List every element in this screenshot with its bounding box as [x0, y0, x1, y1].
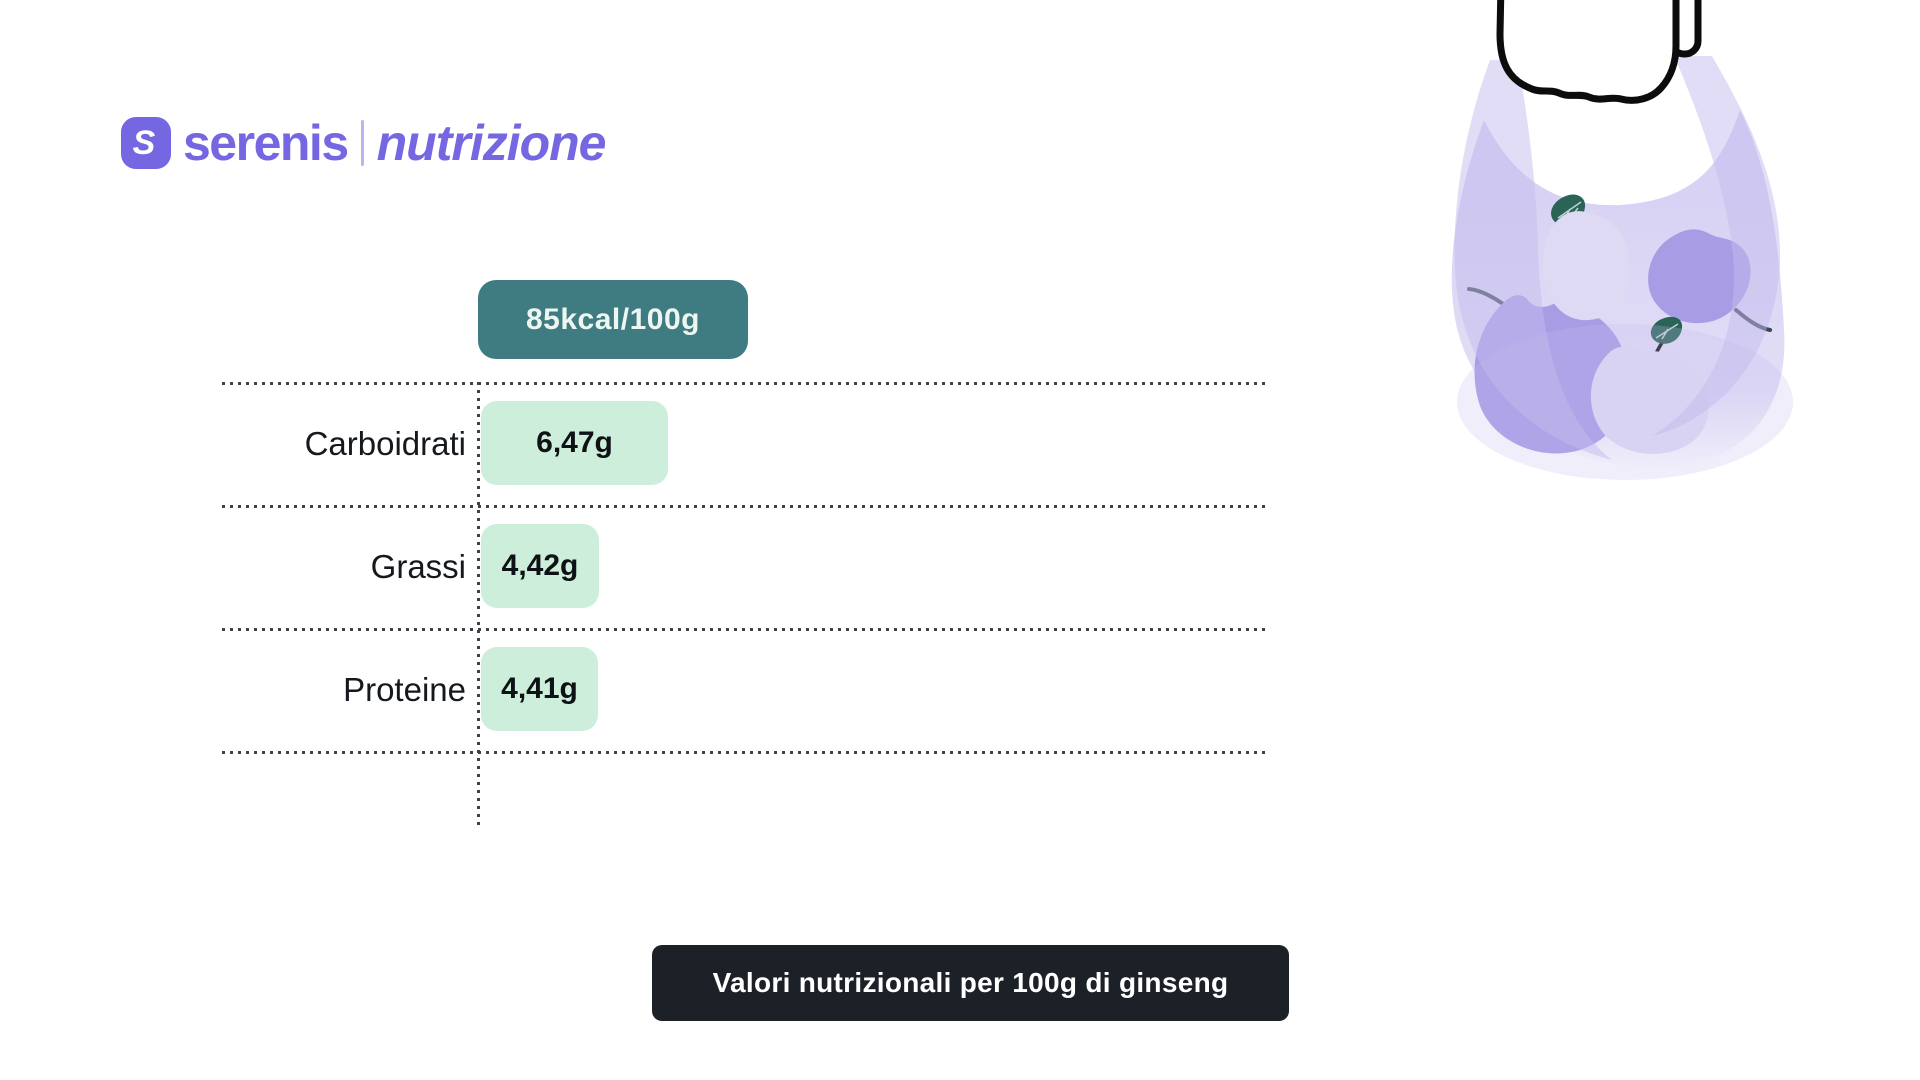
brand-suffix: nutrizione [376, 115, 607, 171]
brand-name: serenis [183, 115, 349, 171]
brand-logo: S serenis nutrizione [121, 116, 606, 170]
hand-holding-bag-illustration [1451, 0, 1793, 480]
category-label-proteine: Proteine [343, 671, 466, 708]
logo-divider [360, 120, 364, 166]
value-bar-proteine: 4,41g [481, 647, 598, 731]
dotted-grid-line [222, 505, 1268, 508]
bag-handle-left [1454, 60, 1612, 460]
serenis-s-glyph: S [132, 124, 156, 162]
chart-caption: Valori nutrizionali per 100g di ginseng [652, 945, 1289, 1021]
energy-badge: 85kcal/100g [478, 280, 748, 359]
pear-light-bottom [1590, 346, 1709, 454]
category-label-carboidrati: Carboidrati [304, 425, 466, 462]
bag-front-veil [1457, 324, 1793, 480]
pear-light-top [1542, 211, 1629, 321]
serenis-s-icon: S [121, 117, 171, 169]
pear-purple-right [1648, 229, 1751, 324]
value-bar-carboidrati: 6,47g [481, 401, 668, 485]
leaf-veins [1655, 323, 1679, 340]
dotted-axis-line [477, 382, 480, 830]
bag-handle-right [1652, 56, 1781, 436]
hand [1496, 0, 1702, 104]
dotted-grid-line [222, 382, 1268, 385]
dotted-grid-line [222, 628, 1268, 631]
dotted-grid-line [222, 751, 1268, 754]
value-bar-grassi: 4,42g [481, 524, 599, 608]
category-label-grassi: Grassi [370, 548, 466, 585]
fist [1496, 0, 1680, 104]
